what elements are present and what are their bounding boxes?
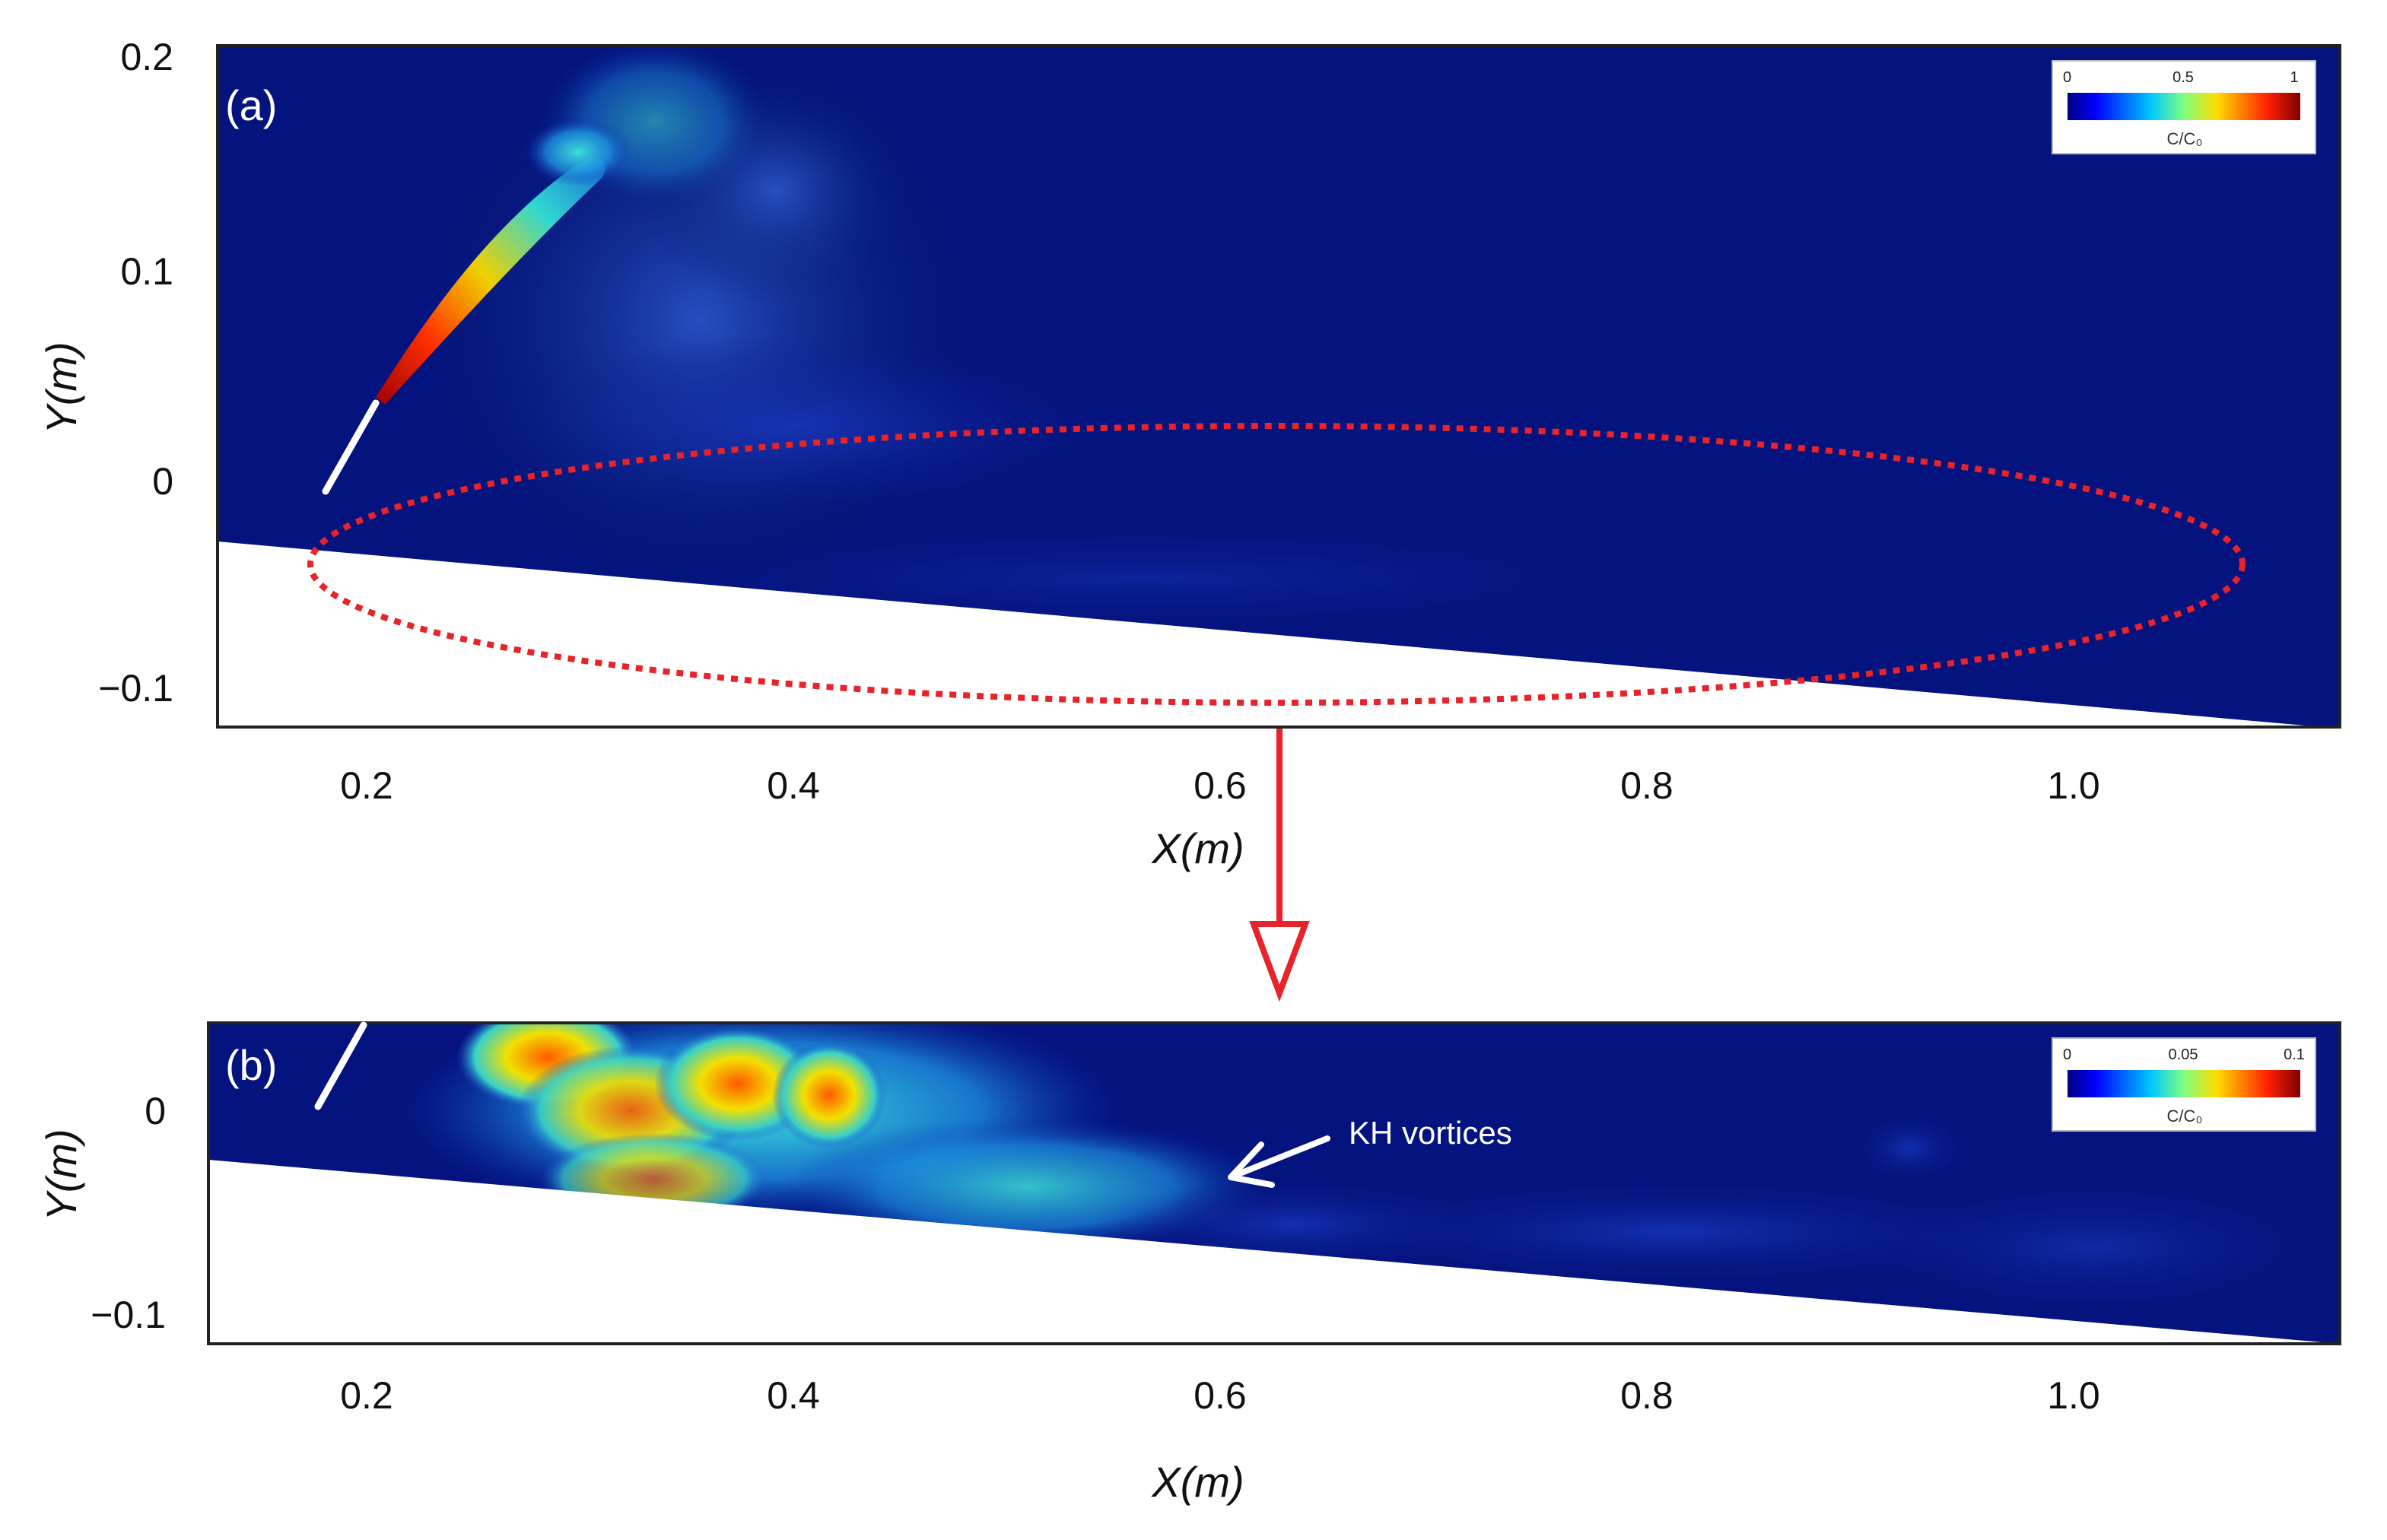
- panel-b-y-ticks: 0 −0.1: [91, 1090, 166, 1336]
- panel-b-label: (b): [225, 1041, 277, 1089]
- panel-a-x-tick-label: 0.6: [1194, 764, 1247, 807]
- panel-b-y-axis-label: Y(m): [37, 1129, 85, 1221]
- panel-a-colorbar-label: C/C₀: [2166, 129, 2202, 148]
- panel-b-slope-bed: [208, 1160, 2340, 1344]
- panel-b-colorbar: 0 0.05 0.1 C/C₀: [2052, 1037, 2316, 1132]
- panel-b-x-tick-label: 0.2: [340, 1374, 393, 1417]
- panel-a-x-tick-label: 0.8: [1620, 764, 1673, 807]
- panel-b-colorbar-tick: 0.05: [2169, 1046, 2198, 1063]
- kh-vortices-arrow-shaft: [1233, 1135, 1330, 1178]
- panel-b-x-tick-label: 0.6: [1194, 1374, 1247, 1417]
- panel-a-x-tick-label: 0.4: [767, 764, 820, 807]
- panel-a-x-tick-label: 1.0: [2047, 764, 2100, 807]
- panel-a-x-axis-label: X(m): [1150, 824, 1244, 872]
- panel-a-field: [218, 46, 2340, 727]
- kh-vortices-label: KH vortices: [1349, 1115, 1512, 1151]
- panel-a-colorbar-tick: 0.5: [2172, 69, 2194, 86]
- panel-b-colorbar-label: C/C₀: [2166, 1107, 2202, 1126]
- panel-a-colorbar-tick: 0: [2063, 69, 2071, 86]
- panel-b-nozzle: [314, 1021, 367, 1110]
- panel-b-x-tick-label: 0.8: [1620, 1374, 1673, 1417]
- panel-b-colorbar-tick: 0.1: [2284, 1046, 2305, 1063]
- panel-a-y-tick-label: −0.1: [98, 667, 173, 710]
- panel-a: (a) 0 0.5 1 C/C₀ 0.2 0.4 0.6 0.8 1.0 0.2…: [37, 36, 2341, 872]
- panel-b-x-ticks: 0.2 0.4 0.6 0.8 1.0: [340, 1374, 2100, 1417]
- panel-a-y-tick-label: 0: [152, 460, 173, 503]
- panel-a-colorbar: 0 0.5 1 C/C₀: [2052, 60, 2316, 154]
- panel-a-y-tick-label: 0.1: [120, 250, 173, 293]
- panel-b-y-tick-label: −0.1: [91, 1294, 166, 1336]
- panel-a-slope-bed: [218, 541, 2323, 727]
- connector-arrow: [1249, 729, 1310, 1002]
- panel-b-x-tick-label: 0.4: [767, 1374, 820, 1417]
- panel-a-label: (a): [225, 81, 277, 129]
- panel-b-plume-blob: [772, 1042, 886, 1148]
- panel-a-nozzle: [322, 399, 380, 495]
- panel-a-y-axis-label: Y(m): [37, 341, 85, 433]
- panel-b-colorbar-gradient: [2068, 1070, 2300, 1097]
- panel-a-plume-cloud: [479, 335, 1118, 517]
- panel-a-jet-core: [376, 158, 605, 405]
- connector-arrow-head: [1249, 921, 1310, 1002]
- panel-b-plume-blob: [1324, 1179, 2023, 1285]
- panel-b-plume-blob: [1848, 1179, 2335, 1316]
- kh-vortices-annotation: KH vortices: [1228, 1115, 1512, 1188]
- panel-a-frame: [216, 44, 2341, 729]
- panel-b-x-axis-label: X(m): [1150, 1458, 1244, 1506]
- panel-a-x-tick-label: 0.2: [340, 764, 393, 807]
- panel-b-y-tick-label: 0: [145, 1090, 166, 1132]
- kh-vortices-arrow-head: [1228, 1142, 1275, 1188]
- panel-a-x-ticks: 0.2 0.4 0.6 0.8 1.0: [340, 764, 2100, 807]
- panel-a-colorbar-tick: 1: [2290, 69, 2298, 86]
- panel-a-y-tick-label: 0.2: [120, 36, 173, 78]
- panel-b-x-tick-label: 1.0: [2047, 1374, 2100, 1417]
- panel-a-highlight-ellipse: [307, 423, 2246, 706]
- panel-a-colorbar-gradient: [2068, 93, 2300, 120]
- panel-b-frame: [207, 1021, 2341, 1345]
- panel-b-field: [208, 1023, 2340, 1344]
- panel-a-plume-cloud: [525, 118, 631, 186]
- panel-a-y-ticks: 0.2 0.1 0 −0.1: [98, 36, 173, 710]
- panel-b-plume-blob: [1856, 1114, 1963, 1183]
- panel-b-colorbar-tick: 0: [2063, 1046, 2071, 1063]
- panel-b: (b) 0 0.05 0.1 C/C₀ KH vortices 0.2 0.4 …: [37, 1021, 2341, 1506]
